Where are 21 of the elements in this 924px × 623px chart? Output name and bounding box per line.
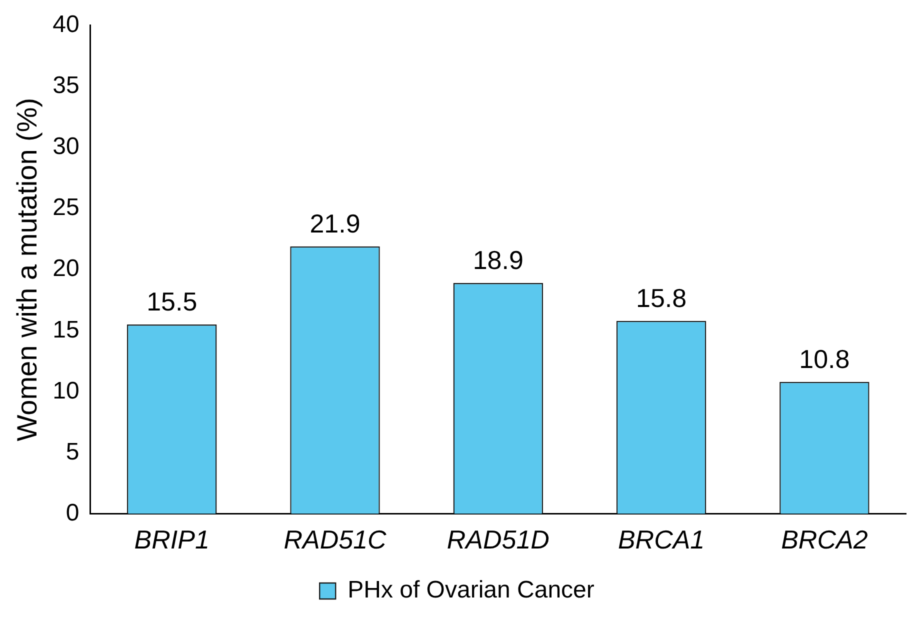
legend-label: PHx of Ovarian Cancer (348, 576, 594, 604)
x-tick-label: RAD51C (284, 524, 387, 555)
y-axis-title: Women with a mutation (%) (12, 98, 43, 442)
y-tick-label: 5 (66, 438, 80, 466)
data-label: 15.8 (636, 283, 687, 314)
y-tick-label: 10 (52, 377, 80, 404)
x-tick-label: BRCA2 (781, 524, 868, 555)
y-tick-label: 15 (52, 316, 80, 344)
y-tick-label: 20 (52, 255, 80, 282)
data-label: 15.5 (146, 286, 198, 317)
data-label: 10.8 (799, 344, 850, 374)
y-tick-label: 25 (52, 194, 80, 222)
y-tick-label: 0 (66, 499, 80, 526)
data-label: 21.9 (310, 208, 360, 239)
y-tick-label: 35 (52, 72, 80, 100)
y-tick-label: 40 (52, 11, 80, 38)
y-tick-label: 30 (52, 133, 80, 160)
data-label: 18.9 (472, 245, 524, 276)
x-tick-label: RAD51D (446, 524, 550, 555)
x-tick-label: BRCA1 (618, 524, 705, 555)
x-tick-label: BRIP1 (134, 524, 210, 555)
